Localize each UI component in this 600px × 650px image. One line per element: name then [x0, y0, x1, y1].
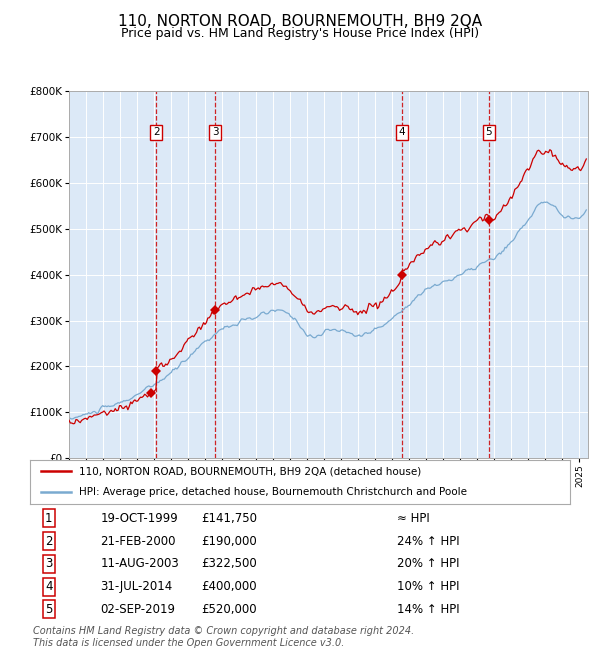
- Text: 20% ↑ HPI: 20% ↑ HPI: [397, 558, 460, 571]
- Text: ≈ HPI: ≈ HPI: [397, 512, 430, 525]
- Text: 4: 4: [45, 580, 53, 593]
- Text: Price paid vs. HM Land Registry's House Price Index (HPI): Price paid vs. HM Land Registry's House …: [121, 27, 479, 40]
- Text: 21-FEB-2000: 21-FEB-2000: [100, 534, 176, 547]
- Text: 1: 1: [45, 512, 53, 525]
- Text: 10% ↑ HPI: 10% ↑ HPI: [397, 580, 460, 593]
- Text: £322,500: £322,500: [201, 558, 257, 571]
- Text: 4: 4: [399, 127, 406, 137]
- Text: Contains HM Land Registry data © Crown copyright and database right 2024.
This d: Contains HM Land Registry data © Crown c…: [33, 627, 414, 648]
- Text: 14% ↑ HPI: 14% ↑ HPI: [397, 603, 460, 616]
- Text: 110, NORTON ROAD, BOURNEMOUTH, BH9 2QA: 110, NORTON ROAD, BOURNEMOUTH, BH9 2QA: [118, 14, 482, 29]
- Text: 2: 2: [153, 127, 160, 137]
- Text: HPI: Average price, detached house, Bournemouth Christchurch and Poole: HPI: Average price, detached house, Bour…: [79, 487, 467, 497]
- Text: 11-AUG-2003: 11-AUG-2003: [100, 558, 179, 571]
- Text: 3: 3: [212, 127, 218, 137]
- Text: 5: 5: [45, 603, 53, 616]
- Text: 5: 5: [485, 127, 492, 137]
- Text: £400,000: £400,000: [201, 580, 257, 593]
- Text: 2: 2: [45, 534, 53, 547]
- Text: 3: 3: [45, 558, 53, 571]
- Text: 02-SEP-2019: 02-SEP-2019: [100, 603, 175, 616]
- Text: 110, NORTON ROAD, BOURNEMOUTH, BH9 2QA (detached house): 110, NORTON ROAD, BOURNEMOUTH, BH9 2QA (…: [79, 467, 421, 476]
- Text: £141,750: £141,750: [201, 512, 257, 525]
- Text: £520,000: £520,000: [201, 603, 257, 616]
- Text: 24% ↑ HPI: 24% ↑ HPI: [397, 534, 460, 547]
- Text: £190,000: £190,000: [201, 534, 257, 547]
- Text: 19-OCT-1999: 19-OCT-1999: [100, 512, 178, 525]
- Text: 31-JUL-2014: 31-JUL-2014: [100, 580, 172, 593]
